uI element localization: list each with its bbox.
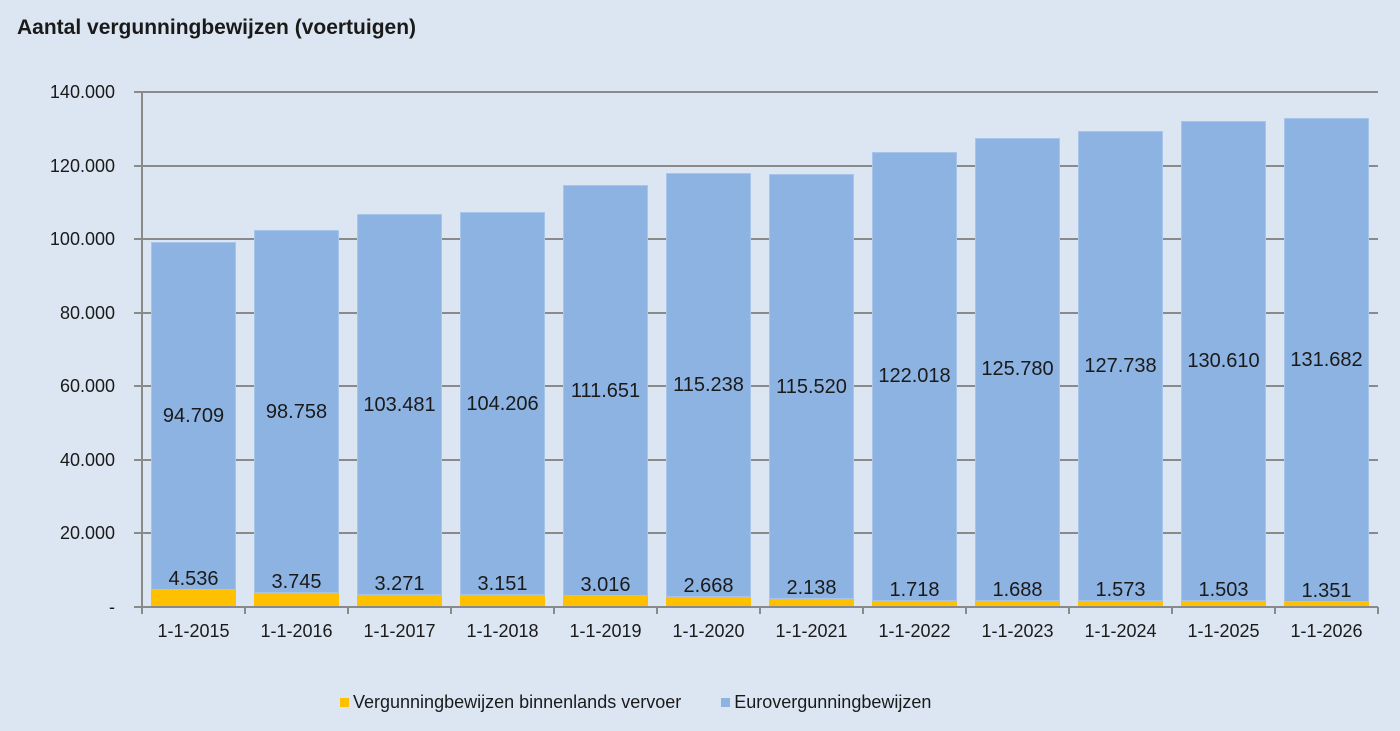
bar-binnenlands[interactable]: [254, 593, 339, 607]
y-tick-label: 140.000: [49, 82, 115, 102]
data-label-euro: 115.520: [776, 375, 847, 398]
bar-binnenlands[interactable]: [975, 600, 1060, 607]
x-tick: [759, 607, 761, 614]
data-label-binnenlands: 2.138: [786, 577, 837, 600]
x-tick: [1377, 607, 1379, 614]
x-tick-label: 1-1-2023: [981, 621, 1054, 641]
data-label-euro: 103.481: [363, 393, 436, 416]
chart-title: Aantal vergunningbewijzen (voertuigen): [17, 16, 417, 39]
data-label-binnenlands: 2.668: [683, 575, 734, 598]
bar-euro[interactable]: [151, 241, 236, 591]
bar-euro[interactable]: [254, 229, 339, 594]
x-tick-label: 1-1-2021: [775, 621, 848, 641]
x-tick: [1274, 607, 1276, 614]
x-tick-label: 1-1-2020: [672, 621, 745, 641]
x-tick: [347, 607, 349, 614]
y-tick-label: -: [109, 597, 115, 617]
data-label-binnenlands: 1.573: [1095, 579, 1146, 602]
bar-euro[interactable]: [975, 138, 1060, 601]
y-tick-label: 40.000: [59, 449, 115, 470]
data-label-euro: 111.651: [570, 379, 641, 402]
gridline: [134, 532, 1378, 535]
x-tick: [450, 607, 452, 614]
x-tick: [656, 607, 658, 614]
bar-euro[interactable]: [563, 185, 648, 596]
gridline: [134, 385, 1378, 388]
bar-binnenlands[interactable]: [357, 594, 442, 607]
gridline: [134, 238, 1378, 241]
data-label-binnenlands: 3.016: [580, 573, 631, 596]
gridline: [134, 91, 1378, 93]
bar-binnenlands[interactable]: [872, 600, 957, 607]
y-tick-label: 100.000: [49, 229, 115, 250]
bar-euro[interactable]: [1078, 131, 1163, 602]
x-tick-label: 1-1-2026: [1290, 621, 1363, 641]
y-axis: [141, 92, 143, 608]
data-label-binnenlands: 1.718: [889, 578, 940, 601]
y-tick-label: 60.000: [59, 376, 115, 397]
y-tick-label: 80.000: [59, 302, 115, 323]
data-label-binnenlands: 3.745: [271, 571, 322, 594]
gridline: [134, 311, 1378, 314]
y-tick-label: 120.000: [49, 155, 115, 176]
data-label-euro: 125.780: [981, 358, 1054, 381]
bar-euro[interactable]: [769, 174, 854, 600]
bar-binnenlands[interactable]: [563, 595, 648, 607]
gridline: [134, 164, 1378, 167]
bar-euro[interactable]: [872, 151, 957, 601]
x-tick: [1068, 607, 1070, 614]
x-tick-label: 1-1-2019: [569, 621, 642, 641]
bar-binnenlands[interactable]: [769, 599, 854, 607]
data-label-euro: 98.758: [265, 400, 328, 423]
legend-label: Vergunningbewijzen binnenlands vervoer: [353, 692, 682, 712]
data-label-binnenlands: 4.536: [168, 568, 219, 591]
legend-label: Eurovergunningbewijzen: [734, 692, 932, 712]
bar-euro[interactable]: [357, 214, 442, 595]
legend: Vergunningbewijzen binnenlands vervoer E…: [340, 692, 971, 713]
bar-binnenlands[interactable]: [151, 590, 236, 607]
bar-euro[interactable]: [1181, 121, 1266, 602]
bar-binnenlands[interactable]: [1284, 602, 1369, 607]
data-label-binnenlands: 1.503: [1198, 579, 1249, 602]
bar-euro[interactable]: [666, 173, 751, 598]
x-tick-label: 1-1-2025: [1187, 621, 1260, 641]
y-tick-label: 20.000: [59, 523, 115, 544]
legend-item-euro[interactable]: Eurovergunningbewijzen: [721, 692, 931, 713]
x-tick: [965, 607, 967, 614]
bar-euro[interactable]: [460, 212, 545, 596]
x-tick-label: 1-1-2015: [157, 621, 230, 641]
bar-binnenlands[interactable]: [1181, 601, 1266, 607]
x-tick: [862, 607, 864, 614]
legend-swatch-blue-icon: [721, 698, 731, 707]
x-tick-label: 1-1-2018: [466, 621, 539, 641]
bar-binnenlands[interactable]: [1078, 601, 1163, 607]
legend-item-binnenlands[interactable]: Vergunningbewijzen binnenlands vervoer: [340, 692, 681, 713]
data-label-binnenlands: 3.151: [477, 573, 528, 596]
data-label-euro: 115.238: [673, 374, 744, 397]
data-label-euro: 104.206: [466, 392, 539, 415]
data-label-euro: 122.018: [878, 365, 951, 388]
data-label-euro: 131.682: [1290, 348, 1363, 371]
gridline: [134, 458, 1378, 461]
bar-binnenlands[interactable]: [666, 597, 751, 607]
data-label-binnenlands: 3.271: [374, 572, 425, 595]
data-label-binnenlands: 1.351: [1301, 580, 1352, 603]
bar-euro[interactable]: [1284, 117, 1369, 603]
data-label-euro: 94.709: [162, 405, 225, 428]
x-tick: [1171, 607, 1173, 614]
bar-binnenlands[interactable]: [460, 595, 545, 607]
x-tick: [244, 607, 246, 614]
data-label-euro: 127.738: [1084, 355, 1157, 378]
x-tick: [553, 607, 555, 614]
data-label-euro: 130.610: [1187, 350, 1260, 373]
x-tick-label: 1-1-2017: [363, 621, 436, 641]
legend-swatch-yellow-icon: [340, 698, 349, 707]
x-axis: [134, 606, 1378, 608]
x-tick: [141, 607, 143, 614]
x-tick-label: 1-1-2024: [1084, 621, 1157, 641]
x-tick-label: 1-1-2022: [878, 621, 951, 641]
x-tick-label: 1-1-2016: [260, 621, 333, 641]
data-label-binnenlands: 1.688: [992, 578, 1043, 601]
